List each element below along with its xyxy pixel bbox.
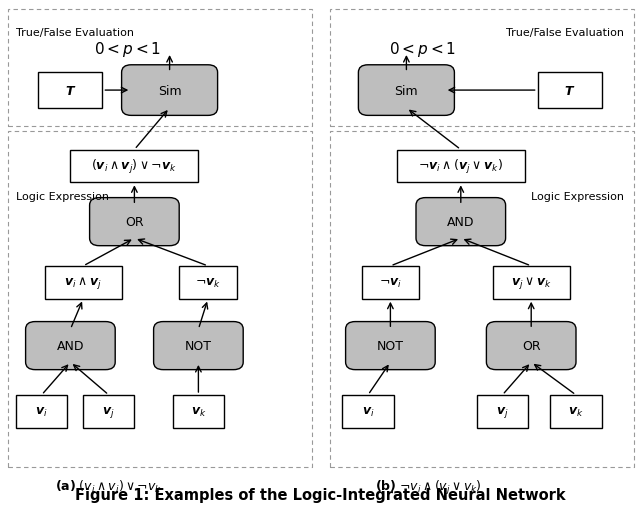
Text: $\boldsymbol{v}_j$: $\boldsymbol{v}_j$ [102, 404, 115, 419]
FancyBboxPatch shape [397, 150, 525, 183]
FancyBboxPatch shape [362, 267, 419, 299]
FancyBboxPatch shape [122, 66, 218, 116]
Text: NOT: NOT [185, 339, 212, 352]
Text: $\neg\boldsymbol{v}_i$: $\neg\boldsymbol{v}_i$ [379, 276, 402, 289]
FancyBboxPatch shape [477, 395, 528, 428]
FancyBboxPatch shape [538, 73, 602, 109]
FancyBboxPatch shape [416, 198, 506, 246]
FancyBboxPatch shape [45, 267, 122, 299]
Text: $(\boldsymbol{v}_i\wedge\boldsymbol{v}_j)\vee\neg\boldsymbol{v}_k$: $(\boldsymbol{v}_i\wedge\boldsymbol{v}_j… [92, 158, 177, 176]
Text: OR: OR [125, 216, 144, 229]
Text: $\neg\boldsymbol{v}_k$: $\neg\boldsymbol{v}_k$ [195, 276, 221, 289]
FancyBboxPatch shape [83, 395, 134, 428]
Text: $0 < p < 1$: $0 < p < 1$ [95, 40, 161, 60]
Text: $\mathbf{(a)}$ $(v_i \wedge v_j) \vee \neg v_k$: $\mathbf{(a)}$ $(v_i \wedge v_j) \vee \n… [55, 478, 163, 496]
FancyBboxPatch shape [493, 267, 570, 299]
FancyBboxPatch shape [358, 66, 454, 116]
Text: Logic Expression: Logic Expression [531, 192, 624, 202]
FancyBboxPatch shape [550, 395, 602, 428]
Text: AND: AND [447, 216, 474, 229]
FancyBboxPatch shape [342, 395, 394, 428]
FancyBboxPatch shape [346, 322, 435, 370]
FancyBboxPatch shape [486, 322, 576, 370]
FancyBboxPatch shape [173, 395, 224, 428]
FancyBboxPatch shape [179, 267, 237, 299]
FancyBboxPatch shape [26, 322, 115, 370]
Text: $\boldsymbol{v}_i$: $\boldsymbol{v}_i$ [362, 405, 374, 418]
Text: $\mathbf{(b)}$ $\neg v_i \wedge (v_j \vee v_k)$: $\mathbf{(b)}$ $\neg v_i \wedge (v_j \ve… [376, 478, 482, 496]
Text: $\boldsymbol{v}_k$: $\boldsymbol{v}_k$ [191, 405, 206, 418]
Text: Sim: Sim [395, 84, 418, 97]
Text: $\boldsymbol{v}_k$: $\boldsymbol{v}_k$ [568, 405, 584, 418]
Text: Sim: Sim [158, 84, 181, 97]
FancyBboxPatch shape [16, 395, 67, 428]
Text: OR: OR [522, 339, 541, 352]
Text: $\boldsymbol{T}$: $\boldsymbol{T}$ [564, 84, 575, 97]
Text: NOT: NOT [377, 339, 404, 352]
Text: $\boldsymbol{v}_i$: $\boldsymbol{v}_i$ [35, 405, 48, 418]
Text: $\boldsymbol{T}$: $\boldsymbol{T}$ [65, 84, 76, 97]
Text: Figure 1: Examples of the Logic-Integrated Neural Network: Figure 1: Examples of the Logic-Integrat… [75, 487, 565, 502]
FancyBboxPatch shape [70, 150, 198, 183]
Text: AND: AND [57, 339, 84, 352]
Text: $0 < p < 1$: $0 < p < 1$ [389, 40, 456, 60]
FancyBboxPatch shape [154, 322, 243, 370]
FancyBboxPatch shape [90, 198, 179, 246]
Text: Logic Expression: Logic Expression [16, 192, 109, 202]
Text: $\boldsymbol{v}_i\wedge\boldsymbol{v}_j$: $\boldsymbol{v}_i\wedge\boldsymbol{v}_j$ [64, 275, 102, 291]
FancyBboxPatch shape [38, 73, 102, 109]
Text: $\neg\boldsymbol{v}_i\wedge(\boldsymbol{v}_j\vee\boldsymbol{v}_k)$: $\neg\boldsymbol{v}_i\wedge(\boldsymbol{… [419, 158, 503, 176]
Text: $\boldsymbol{v}_j$: $\boldsymbol{v}_j$ [496, 404, 509, 419]
Text: True/False Evaluation: True/False Evaluation [16, 28, 134, 38]
Text: $\boldsymbol{v}_j\vee\boldsymbol{v}_k$: $\boldsymbol{v}_j\vee\boldsymbol{v}_k$ [511, 275, 552, 291]
Text: True/False Evaluation: True/False Evaluation [506, 28, 624, 38]
